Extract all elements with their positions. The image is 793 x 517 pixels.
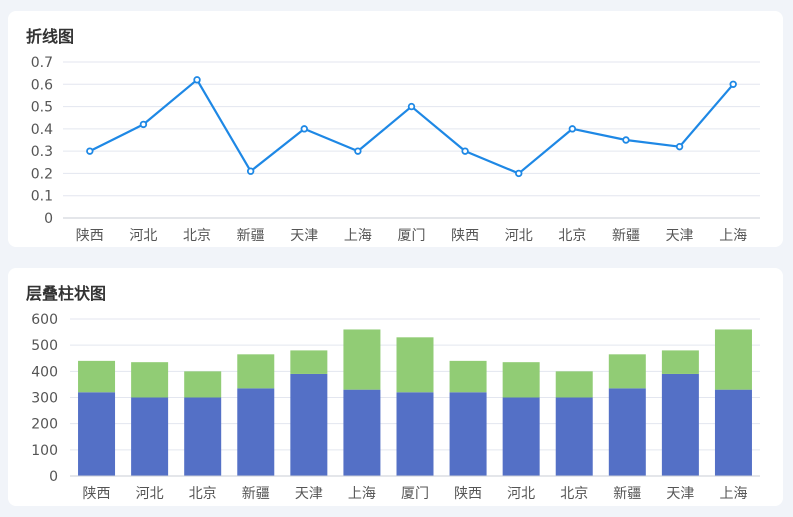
data-point <box>675 142 684 151</box>
bar-segment-bottom <box>237 388 275 476</box>
line-chart: 0 0.1 0.2 0.3 0.4 0.5 0.6 0.7 陕西 河北 北京 新疆 天津 上海 厦门 陕西 河北… <box>31 55 760 244</box>
y-tick-label: 100 <box>31 443 58 459</box>
bar-segment-top <box>396 337 434 393</box>
x-tick-label: 陕西 <box>83 486 111 502</box>
data-point <box>354 147 362 155</box>
data-point <box>407 102 416 111</box>
data-point <box>729 80 737 88</box>
data-point <box>461 147 469 155</box>
stacked-bar-chart-card: 层叠柱状图 0 100 200 300 400 500 600 陕西 河北 北京 新疆 天津 上海 厦门 陕… <box>8 268 783 506</box>
bar-segment-top <box>78 360 116 393</box>
bar-segment-bottom <box>131 397 169 476</box>
x-tick-label: 新疆 <box>612 228 640 244</box>
bar-segment-top <box>661 350 699 374</box>
data-point <box>193 76 201 84</box>
x-tick-label: 河北 <box>507 486 535 502</box>
y-tick-label: 0.7 <box>31 55 53 71</box>
data-point <box>568 125 577 133</box>
y-tick-label: 0.4 <box>31 122 53 138</box>
data-point <box>246 167 255 175</box>
x-tick-label: 天津 <box>295 486 323 502</box>
bar-segment-bottom <box>502 397 540 476</box>
x-tick-label: 上海 <box>344 228 372 244</box>
bar-segment-top <box>343 329 381 390</box>
bar-segment-bottom <box>555 397 593 476</box>
bar-segment-bottom <box>184 397 222 476</box>
bar-segment-top <box>502 362 540 398</box>
data-point <box>86 147 94 155</box>
x-tick-label: 上海 <box>719 228 747 244</box>
x-tick-label: 陕西 <box>454 486 482 502</box>
y-tick-label: 600 <box>31 312 58 328</box>
bar-segment-bottom <box>714 389 752 476</box>
x-tick-label: 河北 <box>129 228 157 244</box>
x-tick-label: 河北 <box>505 228 533 244</box>
bar-segment-bottom <box>290 373 328 476</box>
bar-segment-top <box>714 329 752 390</box>
y-tick-label: 0.5 <box>31 100 53 116</box>
x-tick-label: 新疆 <box>237 228 265 244</box>
bar-segment-bottom <box>608 388 646 476</box>
y-tick-label: 500 <box>31 338 58 354</box>
y-tick-label: 400 <box>31 364 58 380</box>
y-tick-label: 0.1 <box>31 189 53 205</box>
x-tick-label: 陕西 <box>451 228 479 244</box>
bar-segment-bottom <box>396 392 434 476</box>
line-chart-title: 折线图 <box>26 27 75 46</box>
y-tick-label: 0 <box>49 469 58 485</box>
bar-segment-bottom <box>449 392 487 476</box>
x-tick-label: 河北 <box>136 486 164 502</box>
y-tick-label: 0 <box>44 211 53 227</box>
bar-segment-top <box>131 362 169 398</box>
x-tick-label: 陕西 <box>76 228 104 244</box>
x-tick-label: 厦门 <box>398 228 426 244</box>
bar-segment-bottom <box>661 373 699 476</box>
x-tick-label: 天津 <box>666 228 694 244</box>
data-point <box>300 125 308 133</box>
x-tick-label: 北京 <box>560 486 588 502</box>
x-tick-label: 北京 <box>189 486 217 502</box>
bar-segment-bottom <box>343 389 381 476</box>
x-tick-label: 厦门 <box>401 486 429 502</box>
y-tick-label: 200 <box>31 417 58 433</box>
x-tick-label: 上海 <box>719 486 747 502</box>
bar-segment-top <box>449 360 487 393</box>
x-tick-label: 新疆 <box>613 486 641 502</box>
bar-segment-top <box>237 354 275 389</box>
data-point <box>139 120 148 129</box>
stacked-bar-chart-title: 层叠柱状图 <box>26 284 107 303</box>
bar-segment-top <box>555 371 593 398</box>
x-tick-label: 北京 <box>183 228 211 244</box>
y-tick-label: 300 <box>31 391 58 407</box>
line-chart-card: 折线图 0 0.1 0.2 0.3 0.4 0.5 0.6 0.7 陕西 河北 北京 新疆 天津 上海 厦门… <box>8 11 783 247</box>
bar-segment-top <box>608 354 646 389</box>
x-tick-label: 天津 <box>666 486 694 502</box>
bar-segment-top <box>290 350 328 374</box>
y-tick-label: 0.3 <box>31 144 53 160</box>
x-tick-label: 新疆 <box>242 486 270 502</box>
data-point <box>515 169 523 178</box>
y-tick-label: 0.6 <box>31 77 53 93</box>
bar-segment-top <box>184 371 222 398</box>
series-line <box>89 78 735 175</box>
x-tick-label: 北京 <box>558 228 586 244</box>
x-tick-label: 上海 <box>348 486 376 502</box>
y-tick-label: 0.2 <box>31 166 53 182</box>
bar-segment-bottom <box>78 392 116 476</box>
stacked-bar-chart: 0 100 200 300 400 500 600 陕西 河北 北京 新疆 天津 上海 厦门 陕西 河北 北京 新… <box>31 312 760 502</box>
x-tick-label: 天津 <box>290 228 318 244</box>
data-point <box>622 136 630 144</box>
